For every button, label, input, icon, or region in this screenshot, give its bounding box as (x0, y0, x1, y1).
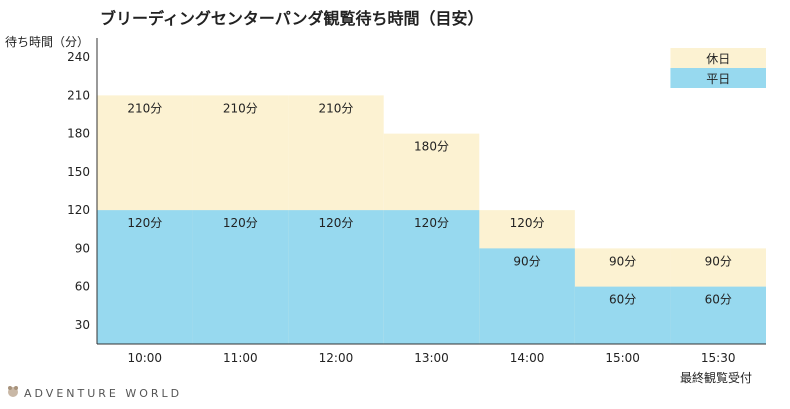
data-label-weekday-0: 120分 (127, 216, 162, 230)
y-tick-label-5: 180 (67, 127, 90, 141)
y-axis-label: 待ち時間（分） (5, 35, 89, 49)
data-label-holiday-4: 120分 (510, 216, 545, 230)
y-tick-label-4: 150 (67, 165, 90, 179)
data-label-weekday-4: 90分 (513, 254, 540, 268)
bar-weekday-2 (288, 210, 384, 344)
x-tick-label-1: 11:00 (223, 351, 258, 365)
data-label-weekday-3: 120分 (414, 216, 449, 230)
y-tick-label-3: 120 (67, 203, 90, 217)
legend-swatch-0 (670, 48, 766, 68)
x-tick-label-5: 15:00 (605, 351, 640, 365)
y-tick-label-1: 60 (75, 280, 90, 294)
x-tick-label-0: 10:00 (127, 351, 162, 365)
data-label-holiday-2: 210分 (318, 101, 353, 115)
bar-weekday-0 (97, 210, 193, 344)
legend-label-0: 休日 (706, 52, 730, 66)
bar-weekday-5 (574, 286, 671, 344)
data-label-holiday-0: 210分 (127, 101, 162, 115)
x-ticks: 10:00 11:00 12:00 13:00 14:00 15:00 15:30 (127, 351, 735, 365)
category-note: 最終観覧受付 (680, 370, 752, 385)
data-label-holiday-6: 90分 (705, 254, 732, 268)
data-label-holiday-5: 90分 (609, 254, 636, 268)
y-tick-label-2: 90 (75, 241, 90, 255)
panda-logo-icon (8, 386, 18, 397)
chart-title: ブリーディングセンターパンダ観覧待ち時間（目安） (100, 9, 484, 28)
bar-weekday-1 (192, 210, 289, 344)
y-tick-label-7: 240 (67, 50, 90, 64)
adventure-world-logo: ADVENTURE WORLD (8, 386, 182, 400)
x-tick-label-2: 12:00 (319, 351, 354, 365)
bar-weekday-4 (479, 248, 575, 344)
logo-text: ADVENTURE WORLD (24, 387, 182, 400)
y-tick-label-0: 30 (75, 318, 90, 332)
data-label-holiday-1: 210分 (223, 101, 258, 115)
x-tick-label-6: 15:30 (701, 351, 736, 365)
x-tick-label-4: 14:00 (510, 351, 545, 365)
data-label-holiday-3: 180分 (414, 140, 449, 154)
y-ticks: 30 60 90 120 150 180 210 240 (67, 50, 90, 332)
data-label-weekday-2: 120分 (318, 216, 353, 230)
data-labels: 210分 120分 210分 120分 210分 120分 180分 120分 120分 90分 9… (127, 101, 732, 306)
data-label-weekday-6: 60分 (705, 293, 732, 307)
legend-swatch-1 (670, 68, 766, 88)
data-label-weekday-5: 60分 (609, 293, 636, 307)
weekday-series (97, 210, 766, 344)
bar-weekday-6 (670, 286, 766, 344)
bar-weekday-3 (383, 210, 480, 344)
legend-label-1: 平日 (706, 72, 730, 86)
data-label-weekday-1: 120分 (223, 216, 258, 230)
x-tick-label-3: 13:00 (414, 351, 449, 365)
y-tick-label-6: 210 (67, 88, 90, 102)
